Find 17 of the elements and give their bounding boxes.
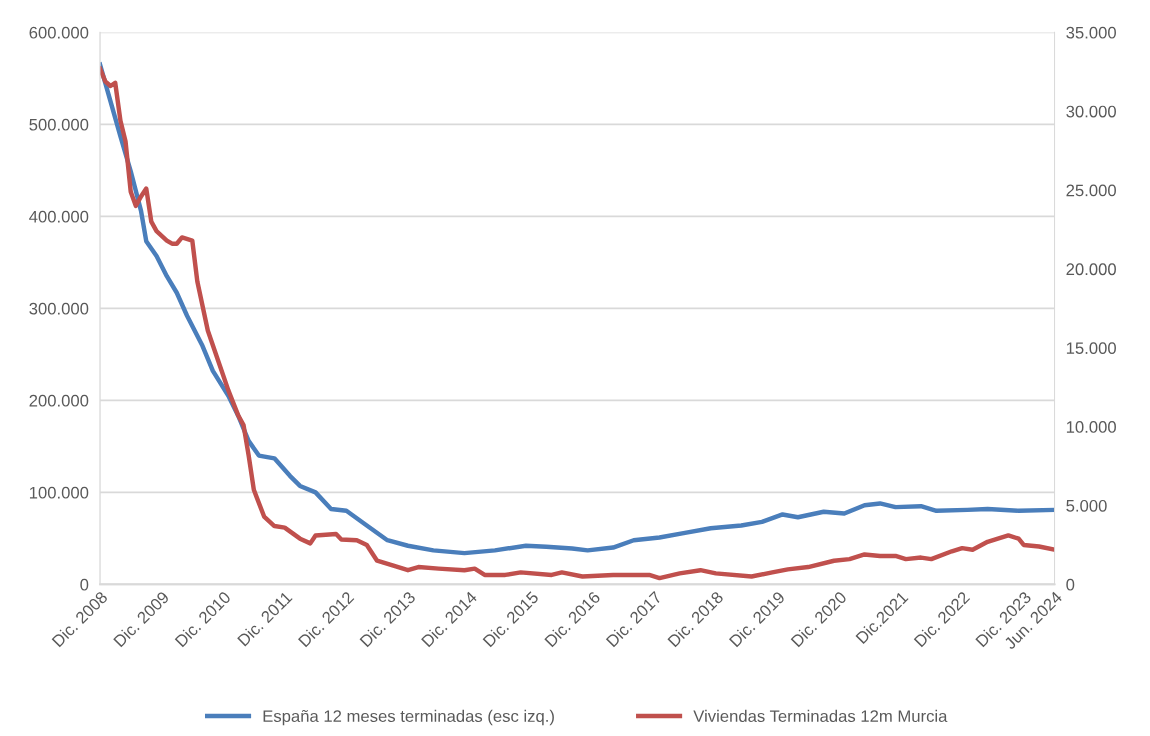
y-tick-label: 400.000	[29, 210, 89, 223]
y2-tick-label: 10.000	[1066, 421, 1116, 433]
y2-tick-label: 20.000	[1066, 263, 1116, 276]
y-tick-label: 500.000	[29, 118, 89, 131]
y2-tick-label: 5.000	[1066, 499, 1107, 512]
y2-tick-label: 30.000	[1066, 105, 1116, 118]
y-tick-label: 0	[80, 578, 89, 591]
y2-tick-label: 25.000	[1066, 184, 1116, 197]
y2-tick-label: 15.000	[1066, 342, 1116, 355]
legend-label: Viviendas Terminadas 12m Murcia	[693, 709, 948, 723]
y-tick-label: 300.000	[29, 302, 89, 315]
y2-tick-label: 35.000	[1066, 26, 1116, 39]
y2-tick-label: 0	[1066, 578, 1075, 591]
y-tick-label: 600.000	[29, 26, 89, 39]
y-tick-label: 200.000	[29, 394, 89, 407]
legend-label: España 12 meses terminadas (esc izq.)	[263, 709, 554, 726]
y-tick-label: 100.000	[29, 486, 89, 499]
